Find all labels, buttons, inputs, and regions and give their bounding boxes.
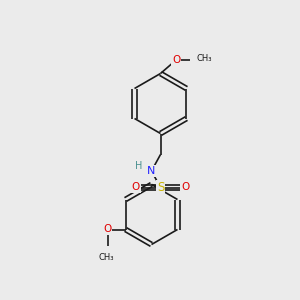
Text: CH₃: CH₃ [196,54,212,63]
Text: N: N [147,166,156,176]
Text: O: O [103,224,112,235]
Text: CH₃: CH₃ [98,254,114,262]
Text: O: O [132,182,140,193]
Text: H: H [135,160,142,171]
Text: S: S [157,181,164,194]
Text: O: O [181,182,189,193]
Text: O: O [172,55,180,65]
